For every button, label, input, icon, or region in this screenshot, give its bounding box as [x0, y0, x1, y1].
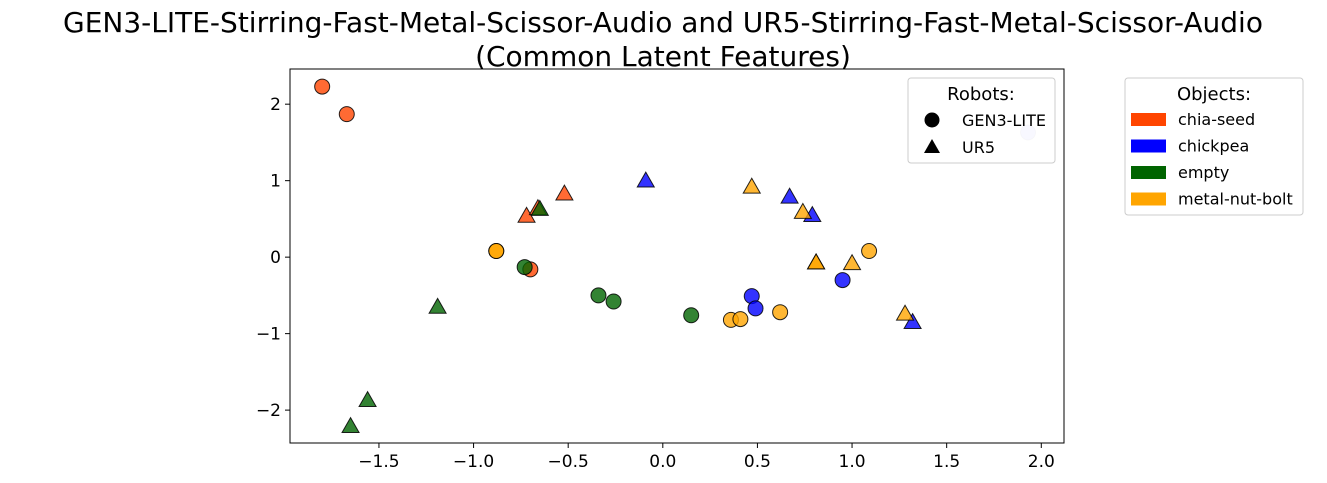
object-legend-swatch-empty [1131, 166, 1166, 179]
point-gen3-lite-empty [683, 307, 700, 324]
point-gen3-lite-chia-seed [338, 106, 355, 123]
robot-legend-triangle-marker [924, 139, 940, 153]
x-tick-label: 1.5 [933, 452, 960, 472]
y-tick-label: −1 [256, 325, 281, 345]
point-ur5-empty [530, 199, 550, 216]
point-ur5-chickpea [636, 171, 656, 188]
object-legend-label-chickpea: chickpea [1178, 137, 1249, 156]
chart-title: GEN3-LITE-Stirring-Fast-Metal-Scissor-Au… [63, 6, 1263, 73]
robot-legend-box [907, 77, 1056, 164]
point-gen3-lite-chickpea [747, 300, 764, 317]
object-legend-label-chia-seed: chia-seed [1178, 110, 1255, 129]
x-tick-label: −1.5 [358, 452, 399, 472]
point-ur5-empty [341, 416, 360, 434]
point-gen3-lite-chia-seed [314, 78, 331, 95]
y-tick-label: 1 [270, 172, 281, 192]
y-tick-label: 2 [270, 95, 281, 115]
point-gen3-lite-empty [516, 259, 533, 276]
plot-frame [289, 68, 1065, 444]
point-ur5-metal-nut-bolt [793, 202, 813, 219]
robot-legend: Robots: GEN3-LITE UR5 [907, 77, 1056, 164]
point-ur5-metal-nut-bolt [806, 252, 826, 270]
point-ur5-metal-nut-bolt [742, 177, 762, 194]
point-gen3-lite-metal-nut-bolt [861, 243, 878, 260]
point-ur5-empty [428, 297, 447, 314]
data-points [314, 78, 1037, 434]
point-gen3-lite-metal-nut-bolt [488, 243, 505, 260]
point-gen3-lite-chickpea [834, 272, 851, 289]
point-ur5-chia-seed [555, 184, 574, 201]
x-tick-label: 0.0 [649, 452, 676, 472]
point-gen3-lite-empty [605, 293, 622, 310]
robot-legend-circle-marker [924, 112, 940, 128]
point-ur5-empty [358, 390, 377, 408]
chart-title-line-1: GEN3-LITE-Stirring-Fast-Metal-Scissor-Au… [63, 6, 1263, 39]
robot-legend-label-ur5: UR5 [962, 138, 995, 157]
robot-legend-label-gen3-lite: GEN3-LITE [962, 111, 1046, 130]
object-legend-label-empty: empty [1178, 163, 1229, 182]
x-tick-label: −1.0 [453, 452, 494, 472]
object-legend-box [1124, 77, 1304, 216]
point-ur5-metal-nut-bolt [842, 253, 862, 271]
chart-title-line-2: (Common Latent Features) [475, 40, 851, 73]
point-ur5-chickpea [780, 187, 799, 204]
y-tick-label: −2 [256, 401, 281, 421]
point-ur5-chickpea [903, 312, 922, 330]
x-axis: −1.5 −1.0 −0.5 0.0 0.5 1.0 1.5 2.0 [358, 443, 1055, 472]
object-legend-label-metal-nut-bolt: metal-nut-bolt [1178, 190, 1293, 209]
object-legend-swatch-metal-nut-bolt [1131, 192, 1166, 206]
point-gen3-lite-metal-nut-bolt [772, 304, 789, 321]
x-tick-label: 1.0 [839, 452, 866, 472]
x-tick-label: 0.5 [744, 452, 771, 472]
object-legend: Objects: chia-seed chickpea empty metal-nut… [1124, 77, 1304, 216]
y-axis: 2 1 0 −1 −2 [256, 95, 290, 421]
x-tick-label: 2.0 [1028, 452, 1055, 472]
object-legend-swatch-chia-seed [1131, 113, 1166, 126]
robot-legend-title: Robots: [947, 84, 1015, 105]
object-legend-title: Objects: [1177, 84, 1251, 105]
object-legend-swatch-chickpea [1131, 139, 1166, 153]
point-gen3-lite-metal-nut-bolt [732, 311, 749, 328]
object-legend-entries: chia-seed chickpea empty metal-nut-bolt [1131, 110, 1293, 209]
point-ur5-metal-nut-bolt [895, 304, 915, 321]
x-tick-label: −0.5 [548, 452, 589, 472]
point-gen3-lite-empty [590, 287, 607, 304]
y-tick-label: 0 [270, 248, 281, 268]
